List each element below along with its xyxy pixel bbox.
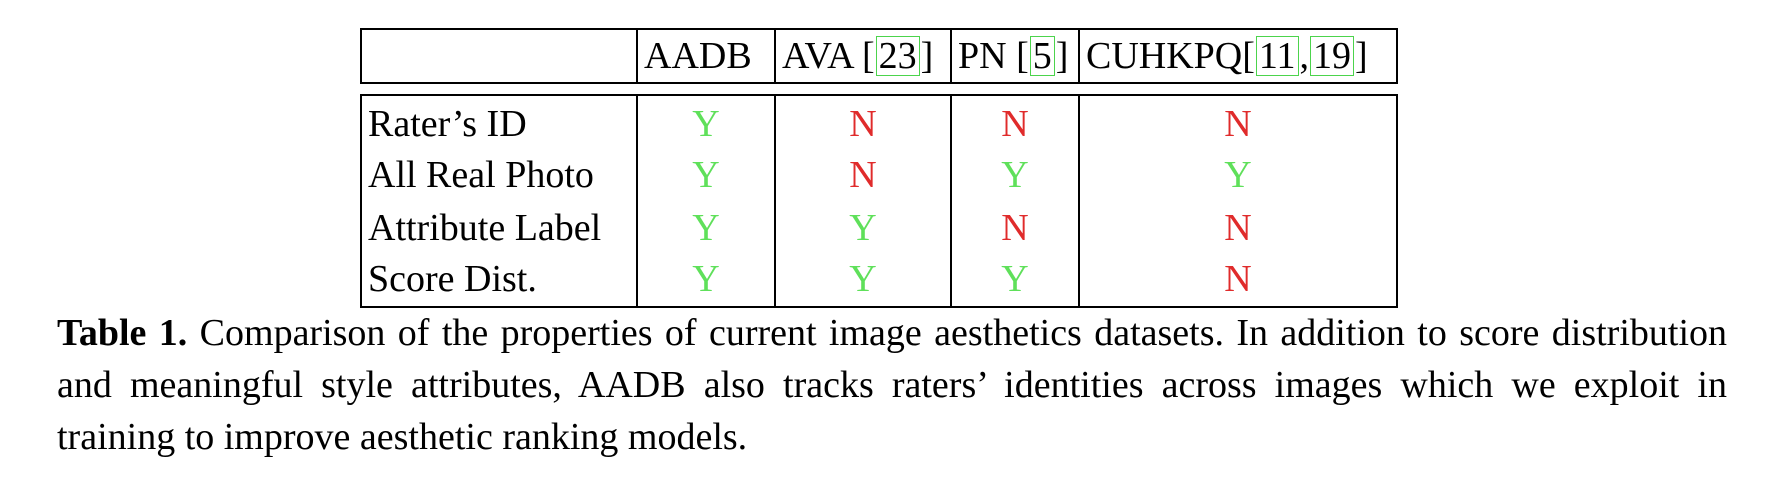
value-cell: Y bbox=[950, 254, 1080, 308]
table-row: Rater’s ID Y N N N bbox=[360, 94, 1398, 148]
citation-link[interactable]: 19 bbox=[1310, 36, 1354, 76]
value-cell: Y bbox=[774, 201, 952, 254]
column-header-label: PN bbox=[958, 35, 1017, 77]
column-header-label: CUHKPQ bbox=[1086, 35, 1243, 77]
caption-text: Comparison of the properties of current … bbox=[57, 312, 1727, 458]
row-label: Rater’s ID bbox=[360, 94, 638, 148]
citation-link[interactable]: 23 bbox=[875, 36, 920, 76]
column-header-label: AADB bbox=[644, 35, 752, 77]
value-cell: N bbox=[950, 94, 1080, 148]
column-header-pn: PN [5] bbox=[950, 28, 1080, 84]
column-header-cuhkpq: CUHKPQ[11, 19] bbox=[1078, 28, 1398, 84]
row-label: Attribute Label bbox=[360, 201, 638, 254]
caption-label: Table 1. bbox=[57, 312, 188, 354]
citation-link[interactable]: 5 bbox=[1029, 36, 1055, 76]
header-corner-cell bbox=[360, 28, 638, 84]
citation-link[interactable]: 11 bbox=[1255, 36, 1299, 76]
column-header-ava: AVA [23] bbox=[774, 28, 952, 84]
value-cell: N bbox=[1078, 94, 1398, 148]
table-body: Rater’s ID Y N N N All Real Photo Y N Y … bbox=[360, 94, 1398, 308]
table-row: All Real Photo Y N Y Y bbox=[360, 148, 1398, 201]
header-row: AADB AVA [23] PN [5] CUHKPQ[11, 19] bbox=[360, 28, 1398, 84]
table-header: AADB AVA [23] PN [5] CUHKPQ[11, 19] bbox=[360, 28, 1398, 84]
table-row: Attribute Label Y Y N N bbox=[360, 201, 1398, 254]
value-cell: Y bbox=[950, 148, 1080, 201]
column-header-aadb: AADB bbox=[636, 28, 776, 84]
value-cell: N bbox=[950, 201, 1080, 254]
value-cell: Y bbox=[1078, 148, 1398, 201]
value-cell: Y bbox=[636, 201, 776, 254]
value-cell: Y bbox=[774, 254, 952, 308]
value-cell: N bbox=[1078, 201, 1398, 254]
row-label: All Real Photo bbox=[360, 148, 638, 201]
value-cell: N bbox=[774, 148, 952, 201]
value-cell: N bbox=[1078, 254, 1398, 308]
table-row: Score Dist. Y Y Y N bbox=[360, 254, 1398, 308]
table-caption: Table 1. Comparison of the properties of… bbox=[57, 307, 1727, 463]
value-cell: N bbox=[774, 94, 952, 148]
row-label: Score Dist. bbox=[360, 254, 638, 308]
value-cell: Y bbox=[636, 94, 776, 148]
value-cell: Y bbox=[636, 148, 776, 201]
column-header-label: AVA bbox=[782, 35, 862, 77]
value-cell: Y bbox=[636, 254, 776, 308]
